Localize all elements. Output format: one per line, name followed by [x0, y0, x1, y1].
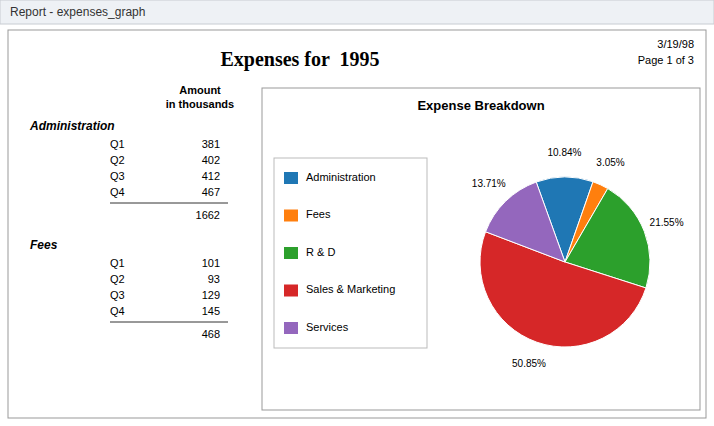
row-total: 468 — [202, 328, 220, 340]
total-rule — [110, 203, 228, 204]
paper — [8, 30, 706, 418]
pie-panel: Expense Breakdown 10.84% 3.05% 21.55% 50.85%… — [262, 88, 700, 410]
data-label: 50.85% — [512, 358, 546, 369]
pie-slice — [480, 232, 646, 347]
legend-label: Sales & Marketing — [306, 283, 395, 295]
page: Report - expenses_graph Expenses for 1995… — [0, 0, 714, 426]
row-value: 101 — [202, 257, 220, 269]
pie-slice — [486, 182, 565, 262]
row-value: 381 — [202, 138, 220, 150]
legend-swatch — [284, 285, 298, 297]
report-date: 3/19/98 — [657, 38, 694, 50]
row-label: Q2 — [110, 154, 125, 166]
row-label: Q3 — [110, 170, 125, 182]
legend-swatch — [284, 210, 298, 222]
total-rule — [110, 322, 228, 323]
pie-frame — [262, 88, 700, 410]
section-title: Administration — [29, 119, 115, 133]
report-page: Page 1 of 3 — [638, 54, 694, 66]
row-label: Q2 — [110, 273, 125, 285]
legend-label: Fees — [306, 208, 331, 220]
data-label: 3.05% — [596, 157, 624, 168]
row-label: Q4 — [110, 305, 125, 317]
row-label: Q4 — [110, 186, 125, 198]
legend-swatch — [284, 247, 298, 259]
table-section: Fees Q1 101 Q2 93 Q3 129 Q4 145 468 — [30, 238, 228, 340]
legend-label: R & D — [306, 246, 335, 258]
legend-swatch — [284, 322, 298, 334]
column-header: Amount — [179, 84, 221, 96]
data-label: 21.55% — [650, 217, 684, 228]
row-value: 402 — [202, 154, 220, 166]
column-header: in thousands — [166, 98, 234, 110]
legend-frame — [274, 158, 427, 348]
row-total: 1662 — [196, 209, 220, 221]
row-label: Q1 — [110, 257, 125, 269]
section-title: Fees — [30, 238, 58, 252]
row-value: 129 — [202, 289, 220, 301]
row-label: Q3 — [110, 289, 125, 301]
pie: 10.84% 3.05% 21.55% 50.85% 13.71% — [472, 147, 684, 369]
legend: Administration Fees R & D Sales & Marketing… — [274, 158, 427, 348]
legend-label: Administration — [306, 171, 376, 183]
chart-title: Expense Breakdown — [417, 98, 544, 113]
row-label: Q1 — [110, 138, 125, 150]
data-label: 13.71% — [472, 178, 506, 189]
row-value: 467 — [202, 186, 220, 198]
data-label: 10.84% — [547, 147, 581, 158]
window-title: Report - expenses_graph — [10, 5, 145, 19]
legend-swatch — [284, 172, 298, 184]
row-value: 145 — [202, 305, 220, 317]
row-value: 412 — [202, 170, 220, 182]
table-section: Administration Q1 381 Q2 402 Q3 412 Q4 467 1662 — [29, 119, 228, 221]
report-title: Expenses for 1995 — [220, 48, 379, 71]
title-strip — [0, 0, 714, 24]
row-value: 93 — [208, 273, 220, 285]
legend-label: Services — [306, 321, 349, 333]
